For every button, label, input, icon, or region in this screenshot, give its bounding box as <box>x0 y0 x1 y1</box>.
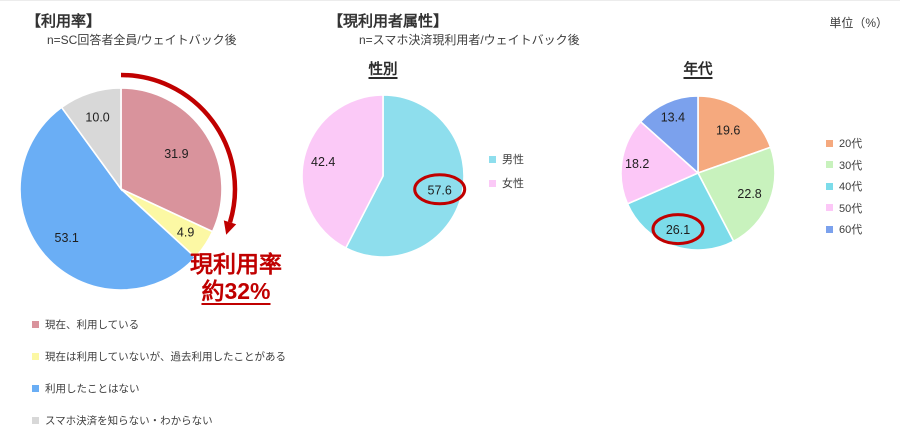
pie-slice-age-4 <box>639 95 699 175</box>
legend-item-usage-2: 利用したことはない <box>32 381 286 396</box>
usage-panel-title: 【利用率】 <box>26 13 102 30</box>
legend-swatch-icon <box>32 385 39 392</box>
pie-value-label: 18.2 <box>625 157 649 171</box>
highlight-ellipse-gender <box>413 173 467 206</box>
pie-slice-usage-3 <box>60 87 122 192</box>
pie-value-label: 13.4 <box>661 110 685 124</box>
legend-label: スマホ決済を知らない・わからない <box>45 415 213 427</box>
usage-legend: 現在、利用している現在は利用していないが、過去利用したことがある 利用したことはな… <box>32 317 286 428</box>
usage-trend-arrow <box>120 72 238 223</box>
legend-item-age-2: 40代 <box>826 178 862 194</box>
pie-value-label: 19.6 <box>716 124 740 138</box>
legend-label: 女性 <box>502 178 524 190</box>
pie-value-label: 53.1 <box>55 231 79 245</box>
legend-item-age-1: 30代 <box>826 157 862 173</box>
legend-swatch-icon <box>489 155 496 163</box>
gender-legend: 男性 女性 <box>489 151 524 191</box>
annotation-line2: 約32% <box>201 278 271 305</box>
legend-item-age-0: 20代 <box>826 135 862 151</box>
current-usage-annotation: 現利用率 約32% <box>170 251 302 305</box>
legend-label: 40代 <box>839 181 863 193</box>
legend-label: 現在は利用していないが、過去利用したことがある <box>45 351 286 363</box>
pie-value-label: 57.6 <box>428 183 452 197</box>
legend-label: 30代 <box>839 159 863 172</box>
pie-slice-usage-2 <box>19 106 197 291</box>
legend-item-gender-0: 男性 <box>489 151 524 167</box>
age-pie-chart: 19.6 22.8 26.1 18.2 13.4 <box>620 95 776 251</box>
legend-item-age-3: 50代 <box>826 200 862 216</box>
pie-slice-gender-1 <box>301 94 384 250</box>
legend-item-usage-0: 現在、利用している <box>32 317 286 332</box>
pie-slice-age-1 <box>696 146 776 243</box>
legend-swatch-icon <box>826 225 833 233</box>
gender-pie-chart: 57.6 42.4 <box>301 94 467 258</box>
legend-swatch-icon <box>826 204 833 211</box>
highlight-ellipse-age <box>651 213 705 246</box>
attributes-panel-subtitle: n=スマホ決済現利用者/ウェイトバック後 <box>359 33 580 47</box>
legend-swatch-icon <box>32 321 39 328</box>
legend-swatch-icon <box>826 182 833 190</box>
pie-value-label: 4.9 <box>177 226 194 240</box>
unit-label: 単位（%） <box>829 16 888 30</box>
pie-value-label: 42.4 <box>311 155 335 169</box>
legend-item-gender-1: 女性 <box>489 175 524 191</box>
legend-label: 60代 <box>839 224 863 236</box>
usage-trend-arrowhead <box>223 220 237 235</box>
attributes-panel-title: 【現利用者属性】 <box>328 13 449 30</box>
legend-label: 50代 <box>839 202 863 215</box>
pie-value-label: 26.1 <box>666 223 690 237</box>
legend-swatch-icon <box>826 139 833 147</box>
gender-chart-title: 性別 <box>368 62 398 78</box>
legend-swatch-icon <box>826 161 833 168</box>
pie-slice-age-0 <box>697 95 772 175</box>
legend-swatch-icon <box>32 417 39 424</box>
usage-panel-subtitle: n=SC回答者全員/ウェイトバック後 <box>47 33 237 47</box>
pie-value-label: 31.9 <box>164 147 188 161</box>
legend-label: 20代 <box>839 138 863 150</box>
age-chart-title: 年代 <box>683 62 713 78</box>
age-legend: 20代 30代 40代 50代 60代 <box>826 135 862 237</box>
annotation-line1: 現利用率 <box>190 251 282 277</box>
legend-item-usage-1: 現在は利用していないが、過去利用したことがある <box>32 349 286 364</box>
legend-swatch-icon <box>489 179 496 187</box>
legend-item-usage-3: スマホ決済を知らない・わからない <box>32 413 286 428</box>
pie-value-label: 22.8 <box>737 187 761 201</box>
usage-pie-chart: 31.9 4.9 53.1 10.0 <box>19 72 238 291</box>
pie-slice-usage-0 <box>120 87 223 233</box>
legend-swatch-icon <box>32 353 39 360</box>
legend-label: 現在、利用している <box>45 319 140 331</box>
legend-label: 利用したことはない <box>45 383 140 395</box>
pie-slice-age-3 <box>620 120 700 205</box>
pie-value-label: 10.0 <box>85 111 109 125</box>
legend-label: 男性 <box>502 154 524 166</box>
legend-item-age-4: 60代 <box>826 221 862 237</box>
